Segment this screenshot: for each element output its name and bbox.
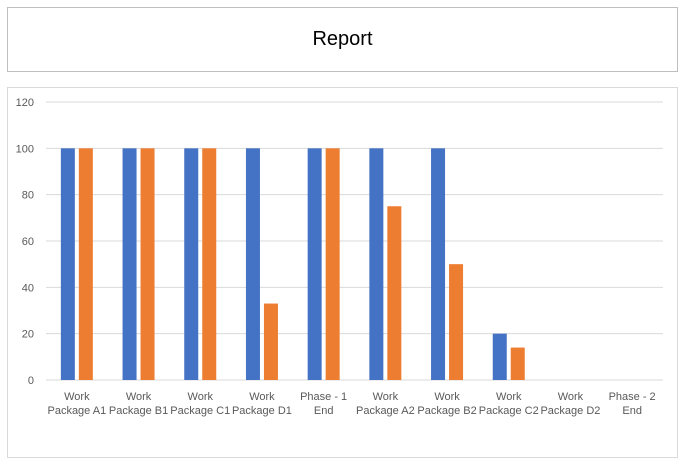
- bar-series-2: [510, 347, 525, 380]
- x-tick-label: Work: [126, 391, 152, 403]
- bar-series-1: [245, 148, 260, 380]
- x-tick-label: Package D2: [540, 405, 600, 417]
- bar-series-1: [431, 148, 446, 380]
- page-title: Report: [312, 28, 373, 50]
- bar-series-2: [202, 148, 217, 380]
- bar-series-2: [140, 148, 155, 380]
- y-tick-label: 60: [22, 236, 34, 248]
- bar-series-2: [449, 264, 464, 380]
- x-tick-label: Package C2: [479, 405, 539, 417]
- bar-series-1: [60, 148, 75, 380]
- x-tick-label: End: [314, 405, 334, 417]
- bar-series-2: [263, 303, 278, 380]
- bar-series-2: [387, 206, 402, 380]
- x-tick-label: Work: [434, 391, 460, 403]
- bar-series-1: [122, 148, 137, 380]
- y-tick-label: 0: [28, 375, 34, 387]
- x-tick-label: Package D1: [232, 405, 292, 417]
- title-box: Report: [7, 7, 678, 72]
- bar-series-1: [369, 148, 384, 380]
- x-tick-label: Package B2: [417, 405, 476, 417]
- x-tick-label: Package A1: [47, 405, 106, 417]
- y-tick-label: 80: [22, 190, 34, 202]
- bar-series-1: [307, 148, 322, 380]
- bar-series-1: [492, 333, 507, 380]
- x-tick-label: End: [622, 405, 642, 417]
- y-tick-label: 120: [16, 97, 34, 109]
- x-tick-label: Work: [496, 391, 522, 403]
- y-tick-label: 40: [22, 282, 34, 294]
- x-tick-label: Work: [558, 391, 584, 403]
- x-tick-label: Work: [188, 391, 214, 403]
- bar-series-1: [184, 148, 199, 380]
- bar-series-2: [325, 148, 340, 380]
- x-tick-label: Package A2: [356, 405, 415, 417]
- x-tick-label: Package C1: [170, 405, 230, 417]
- bar-series-2: [78, 148, 93, 380]
- x-tick-label: Package B1: [109, 405, 168, 417]
- x-tick-label: Phase - 1: [300, 391, 347, 403]
- x-tick-label: Phase - 2: [609, 391, 656, 403]
- y-tick-label: 100: [16, 143, 34, 155]
- x-tick-label: Work: [249, 391, 275, 403]
- y-tick-label: 20: [22, 329, 34, 341]
- x-tick-label: Work: [373, 391, 399, 403]
- x-tick-label: Work: [64, 391, 90, 403]
